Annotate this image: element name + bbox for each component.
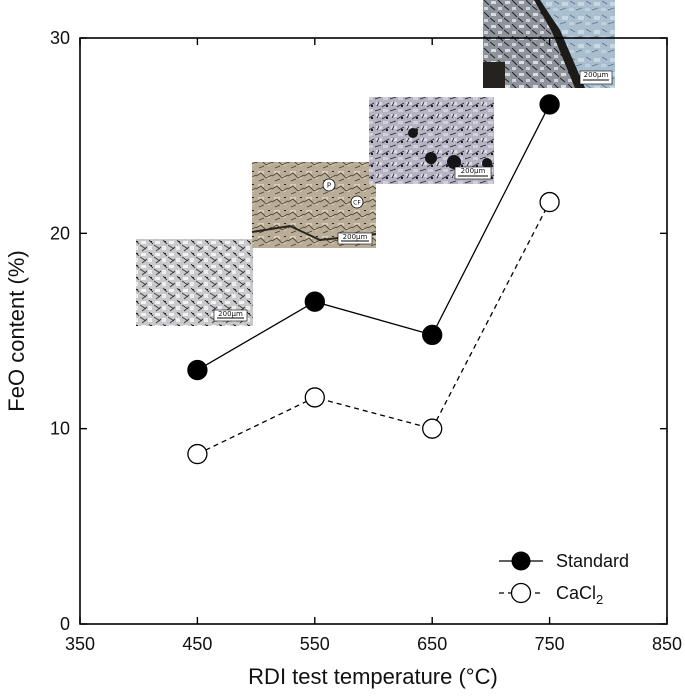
- legend-label-cacl2-subscript: 2: [596, 592, 603, 607]
- x-tick-label: 750: [535, 634, 565, 654]
- scale-bar-box: [337, 232, 373, 245]
- x-tick-label: 450: [182, 634, 212, 654]
- data-point-cacl2: [422, 418, 443, 439]
- micrograph-inset-550: P CF 200μm: [251, 162, 377, 248]
- data-point-standard: [187, 359, 208, 381]
- y-axis-title: FeO content (%): [4, 250, 29, 411]
- data-point-cacl2: [304, 387, 325, 408]
- legend-label-standard: Standard: [556, 551, 629, 571]
- micrograph-insets: 200μm P CF 200μm 200μm: [136, 0, 615, 326]
- x-tick-label: 850: [652, 634, 682, 654]
- pore-marker-label: P: [327, 182, 331, 190]
- x-tick-label: 550: [300, 634, 330, 654]
- y-tick-label: 30: [50, 28, 70, 48]
- scale-bar-box: [213, 309, 248, 322]
- data-point-cacl2: [539, 191, 560, 213]
- data-point-standard: [539, 94, 560, 115]
- y-tick-label: 20: [50, 223, 70, 243]
- scale-bar-label: 200μm: [584, 71, 609, 79]
- legend-label-cacl2-base: CaCl: [556, 583, 596, 603]
- x-axis: 350 450 550 650 750 850: [65, 38, 682, 654]
- legend-marker-standard: [511, 551, 531, 571]
- calcium-ferrite-marker-label: CF: [353, 200, 361, 207]
- legend-marker-cacl2: [510, 582, 532, 604]
- calcium-ferrite-marker: [350, 195, 364, 209]
- scale-bar-box: [579, 70, 613, 85]
- data-point-standard: [304, 291, 325, 312]
- x-tick-label: 650: [417, 634, 447, 654]
- pore-marker: [322, 178, 336, 192]
- y-axis: 0 10 20 30: [50, 28, 667, 634]
- micrograph-inset-650: 200μm: [369, 97, 494, 184]
- legend-label-cacl2: CaCl2: [556, 583, 603, 607]
- scale-bar-label: 200μm: [343, 233, 368, 241]
- legend: Standard CaCl2: [499, 551, 629, 607]
- data-point-cacl2: [187, 443, 208, 465]
- scale-bar-label: 200μm: [218, 310, 243, 318]
- micrograph-inset-750: 200μm: [483, 0, 615, 88]
- series-line-standard: [197, 104, 551, 371]
- data-point-standard: [422, 324, 443, 346]
- series-line-cacl2: [197, 201, 551, 455]
- y-tick-label: 10: [50, 419, 70, 439]
- plot-frame: [79, 37, 668, 625]
- micrograph-inset-450: 200μm: [136, 239, 253, 326]
- series-layer: [187, 94, 560, 465]
- x-tick-label: 350: [65, 634, 95, 654]
- x-axis-title: RDI test temperature (°C): [248, 664, 498, 689]
- y-tick-label: 0: [60, 614, 70, 634]
- scale-bar-label: 200μm: [461, 167, 486, 175]
